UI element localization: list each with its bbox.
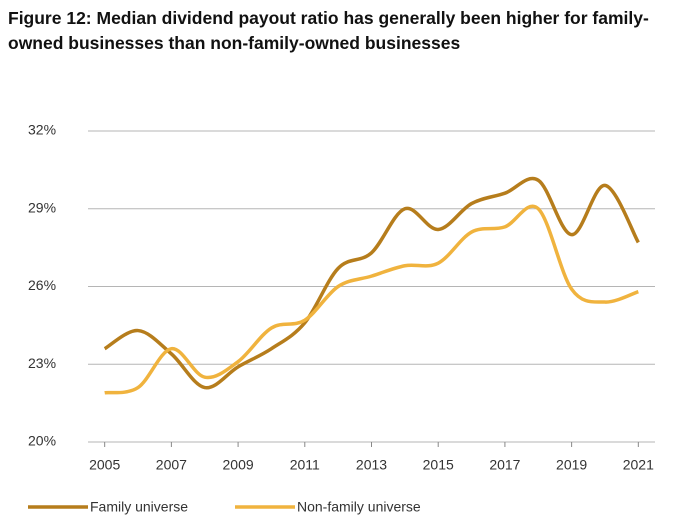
x-tick-label: 2015 (423, 457, 454, 473)
x-tick-label: 2009 (223, 457, 254, 473)
chart-title: Figure 12: Median dividend payout ratio … (8, 8, 649, 53)
series-line (103, 176, 640, 390)
legend-label: Non-family universe (297, 499, 421, 515)
x-tick-label: 2021 (623, 457, 654, 473)
series-line (104, 204, 639, 395)
y-tick-label: 32% (28, 122, 56, 138)
y-tick-label: 26% (28, 277, 56, 293)
y-tick-label: 29% (28, 199, 56, 215)
x-tick-label: 2005 (89, 457, 120, 473)
legend-label: Family universe (90, 499, 188, 515)
y-tick-label: 23% (28, 355, 56, 371)
x-tick-label: 2017 (489, 457, 520, 473)
x-tick-label: 2011 (290, 457, 320, 473)
x-tick-label: 2007 (156, 457, 187, 473)
x-tick-label: 2013 (356, 457, 387, 473)
x-tick-label: 2019 (556, 457, 587, 473)
y-tick-label: 20% (28, 433, 56, 449)
